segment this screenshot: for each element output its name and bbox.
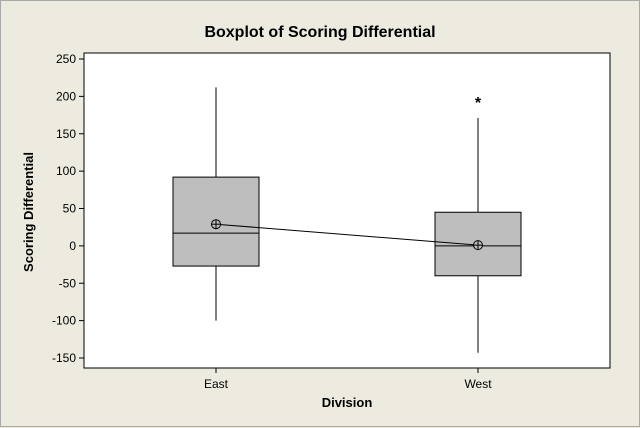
y-tick-label: 100	[56, 164, 76, 178]
mean-symbol-east	[211, 219, 221, 230]
x-tick-label: East	[204, 377, 229, 391]
y-tick-label: 200	[56, 89, 76, 103]
y-tick-label: -100	[52, 314, 76, 328]
mean-symbol-west	[473, 240, 483, 251]
y-axis-label: Scoring Differential	[21, 152, 36, 272]
x-axis-label: Division	[322, 395, 373, 410]
mean-connect-line	[215, 223, 479, 246]
plot-area	[83, 52, 611, 369]
box-series: *	[172, 87, 522, 353]
y-tick-label: 50	[63, 202, 77, 216]
y-tick-label: 0	[69, 239, 76, 253]
x-axis: East West	[204, 368, 492, 391]
y-tick-label: 150	[56, 127, 76, 141]
y-tick-label: -50	[59, 276, 77, 290]
y-tick-label: 250	[56, 52, 76, 66]
outlier-marker: *	[475, 95, 482, 112]
x-tick-label: West	[464, 377, 492, 391]
chart-title: Boxplot of Scoring Differential	[204, 24, 435, 41]
y-axis: 250 200 150 100 50 0 -50 -100 -150	[52, 52, 84, 365]
y-tick-label: -150	[52, 351, 76, 365]
